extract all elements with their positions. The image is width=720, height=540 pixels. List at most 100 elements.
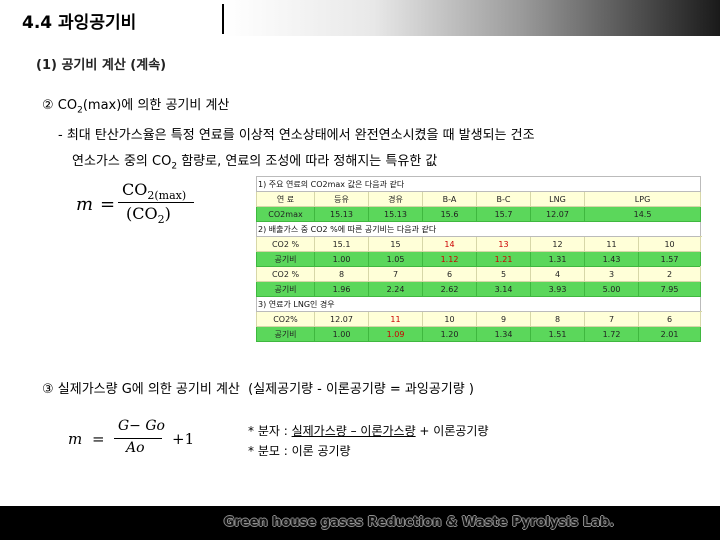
- formula2-lhs: m: [68, 430, 83, 448]
- table-cell: B-A: [422, 191, 477, 207]
- table-cell: LNG: [530, 191, 585, 207]
- table-cell: 15.13: [314, 206, 369, 222]
- formula2-eq: =: [92, 430, 105, 448]
- table-cell: CO2max: [256, 206, 315, 222]
- table-cell: 등유: [314, 191, 369, 207]
- denominator-note: * 분모 : 이론 공기량: [248, 444, 351, 458]
- table-row: CO2max 15.13 15.13 15.6 15.7 12.07 14.5: [256, 206, 702, 222]
- formula1-lhs: m: [76, 194, 94, 215]
- table-row: CO2 %15.11514131211109: [256, 236, 702, 252]
- table-cell: 1.00: [314, 326, 369, 342]
- gas-volume-formula: m = G− Go Ao +1: [68, 418, 248, 464]
- table-cell: 1.12: [422, 251, 477, 267]
- page-title: 4.4 과잉공기비: [22, 13, 137, 33]
- section2-line1: - 최대 탄산가스율은 특정 연료를 이상적 연소상태에서 완전연소시켰을 때 …: [58, 128, 535, 143]
- section3-heading: ③ 실제가스량 G에 의한 공기비 계산 (실제공기량 - 이론공기량 = 과잉…: [42, 382, 474, 397]
- table-cell: 1.96: [314, 281, 369, 297]
- table-cell: B-C: [476, 191, 531, 207]
- table-cell: 15: [368, 236, 423, 252]
- table-cell: CO2 %: [256, 266, 315, 282]
- header-bar: 4.4 과잉공기비: [0, 0, 720, 36]
- table-cell: 14: [422, 236, 477, 252]
- table-cell: 11: [368, 311, 423, 327]
- formula1-fraction-bar: [118, 202, 194, 203]
- table-cell: 1.34: [476, 326, 531, 342]
- table-cell: 공기비: [256, 326, 315, 342]
- table-cell: 5.00: [584, 281, 639, 297]
- formula2-denominator: Ao: [126, 440, 145, 456]
- table-caption-row-3: 3) 연료가 LNG인 경우: [255, 296, 702, 312]
- table-cell: 10: [422, 311, 477, 327]
- co2max-formula: m = CO2(max) (CO2): [68, 178, 258, 228]
- table-cell: 15.13: [368, 206, 423, 222]
- co2max-table: 1) 주요 연료의 CO2max 값은 다음과 같다 연 료 등유 경유 B-A B-C L…: [255, 176, 702, 342]
- table-cell: 1.09: [368, 326, 423, 342]
- table-cell: 6: [637, 311, 702, 327]
- table-cell: LPG: [583, 191, 702, 207]
- table-cell: 1.31: [530, 251, 585, 267]
- formula1-denominator: (CO2): [126, 204, 171, 227]
- formula1-eq: =: [100, 194, 116, 215]
- table-cell: 경유: [368, 191, 423, 207]
- table-cell: 1.43: [584, 251, 639, 267]
- formula2-numerator: G− Go: [118, 418, 165, 434]
- table-cell: 1.72: [584, 326, 639, 342]
- table-cell: 15.6: [422, 206, 477, 222]
- table-cell: 1.51: [530, 326, 585, 342]
- table-row: CO2 %87654321: [256, 266, 702, 282]
- table-cell: 10: [637, 236, 702, 252]
- table-cell: 2.62: [422, 281, 477, 297]
- table-cell: 8: [530, 311, 585, 327]
- subtitle: (1) 공기비 계산 (계속): [36, 58, 167, 73]
- table-cell: 5: [476, 266, 531, 282]
- table-cell: 8: [314, 266, 369, 282]
- data-table: 1) 주요 연료의 CO2max 값은 다음과 같다 연 료 등유 경유 B-A B-C L…: [255, 176, 702, 342]
- table-cell: 1.21: [476, 251, 531, 267]
- formula2-fraction-bar: [114, 438, 162, 439]
- numerator-note: * 분자 : 실제가스량 – 이론가스량 + 이론공기량: [248, 424, 489, 438]
- table-cell: CO2%: [256, 311, 315, 327]
- table-row: CO2%12.07111098765: [256, 311, 702, 327]
- table-cell: 7: [584, 311, 639, 327]
- table-cell: 15.1: [314, 236, 369, 252]
- table-caption-row-2: 2) 배출가스 중 CO2 %에 따른 공기비는 다음과 같다: [255, 221, 702, 237]
- section2-heading: ② CO2(max)에 의한 공기비 계산: [42, 98, 230, 116]
- table-cell: 12.07: [530, 206, 585, 222]
- table-cell: 15.7: [476, 206, 531, 222]
- header-divider: [222, 4, 224, 34]
- table-cell: 3.93: [530, 281, 585, 297]
- table-cell: 2.01: [637, 326, 702, 342]
- table-cell: 13: [476, 236, 531, 252]
- table-cell: 7.95: [637, 281, 702, 297]
- header-gradient: [225, 0, 720, 36]
- table-cell: 공기비: [256, 251, 315, 267]
- table-cell: CO2 %: [256, 236, 315, 252]
- footer-lab-name: Green house gases Reduction & Waste Pyro…: [223, 515, 615, 530]
- footer-bar: Green house gases Reduction & Waste Pyro…: [0, 506, 720, 540]
- table-caption: 3) 연료가 LNG인 경우: [255, 296, 702, 312]
- table-cell: 1.57: [637, 251, 702, 267]
- table-row: 연 료 등유 경유 B-A B-C LNG LPG: [256, 191, 702, 207]
- table-cell: 2.24: [368, 281, 423, 297]
- table-cell: 1.05: [368, 251, 423, 267]
- formula1-numerator: CO2(max): [122, 180, 187, 203]
- section2-line2: 연소가스 중의 CO2 함량로, 연료의 조성에 따라 정해지는 특유한 값: [72, 154, 438, 172]
- table-cell: 6: [422, 266, 477, 282]
- table-cell: 공기비: [256, 281, 315, 297]
- table-cell: 1.20: [422, 326, 477, 342]
- table-cell: 7: [368, 266, 423, 282]
- table-cell: 3: [584, 266, 639, 282]
- table-caption: 1) 주요 연료의 CO2max 값은 다음과 같다: [255, 176, 702, 192]
- section3-note: (실제공기량 - 이론공기량 = 과잉공기량 ): [248, 382, 474, 397]
- table-cell: 9: [476, 311, 531, 327]
- table-cell: 1.00: [314, 251, 369, 267]
- table-cell: 연 료: [256, 191, 315, 207]
- table-cell: 3.14: [476, 281, 531, 297]
- table-cell: 2: [637, 266, 702, 282]
- table-caption-row-1: 1) 주요 연료의 CO2max 값은 다음과 같다: [255, 176, 702, 192]
- table-cell: 12: [530, 236, 585, 252]
- table-caption: 2) 배출가스 중 CO2 %에 따른 공기비는 다음과 같다: [255, 221, 702, 237]
